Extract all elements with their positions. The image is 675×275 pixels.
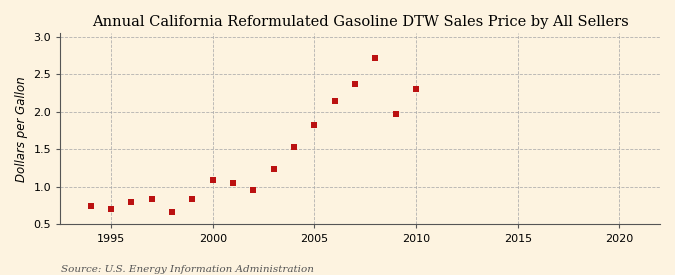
Text: Source: U.S. Energy Information Administration: Source: U.S. Energy Information Administ… (61, 265, 314, 274)
Point (227, 181, 238, 185)
Point (86, 204, 97, 208)
Point (167, 210, 178, 214)
Point (248, 188, 259, 192)
Point (207, 178, 218, 182)
Point (390, 112, 401, 116)
Title: Annual California Reformulated Gasoline DTW Sales Price by All Sellers: Annual California Reformulated Gasoline … (92, 15, 628, 29)
Point (370, 56, 381, 61)
Point (269, 167, 279, 171)
Point (350, 82, 360, 86)
Point (329, 99, 340, 103)
Point (410, 87, 421, 92)
Point (187, 197, 198, 201)
Point (106, 207, 117, 212)
Y-axis label: Dollars per Gallon: Dollars per Gallon (15, 76, 28, 182)
Point (126, 200, 137, 204)
Point (146, 197, 157, 201)
Point (309, 122, 320, 127)
Point (289, 145, 300, 149)
